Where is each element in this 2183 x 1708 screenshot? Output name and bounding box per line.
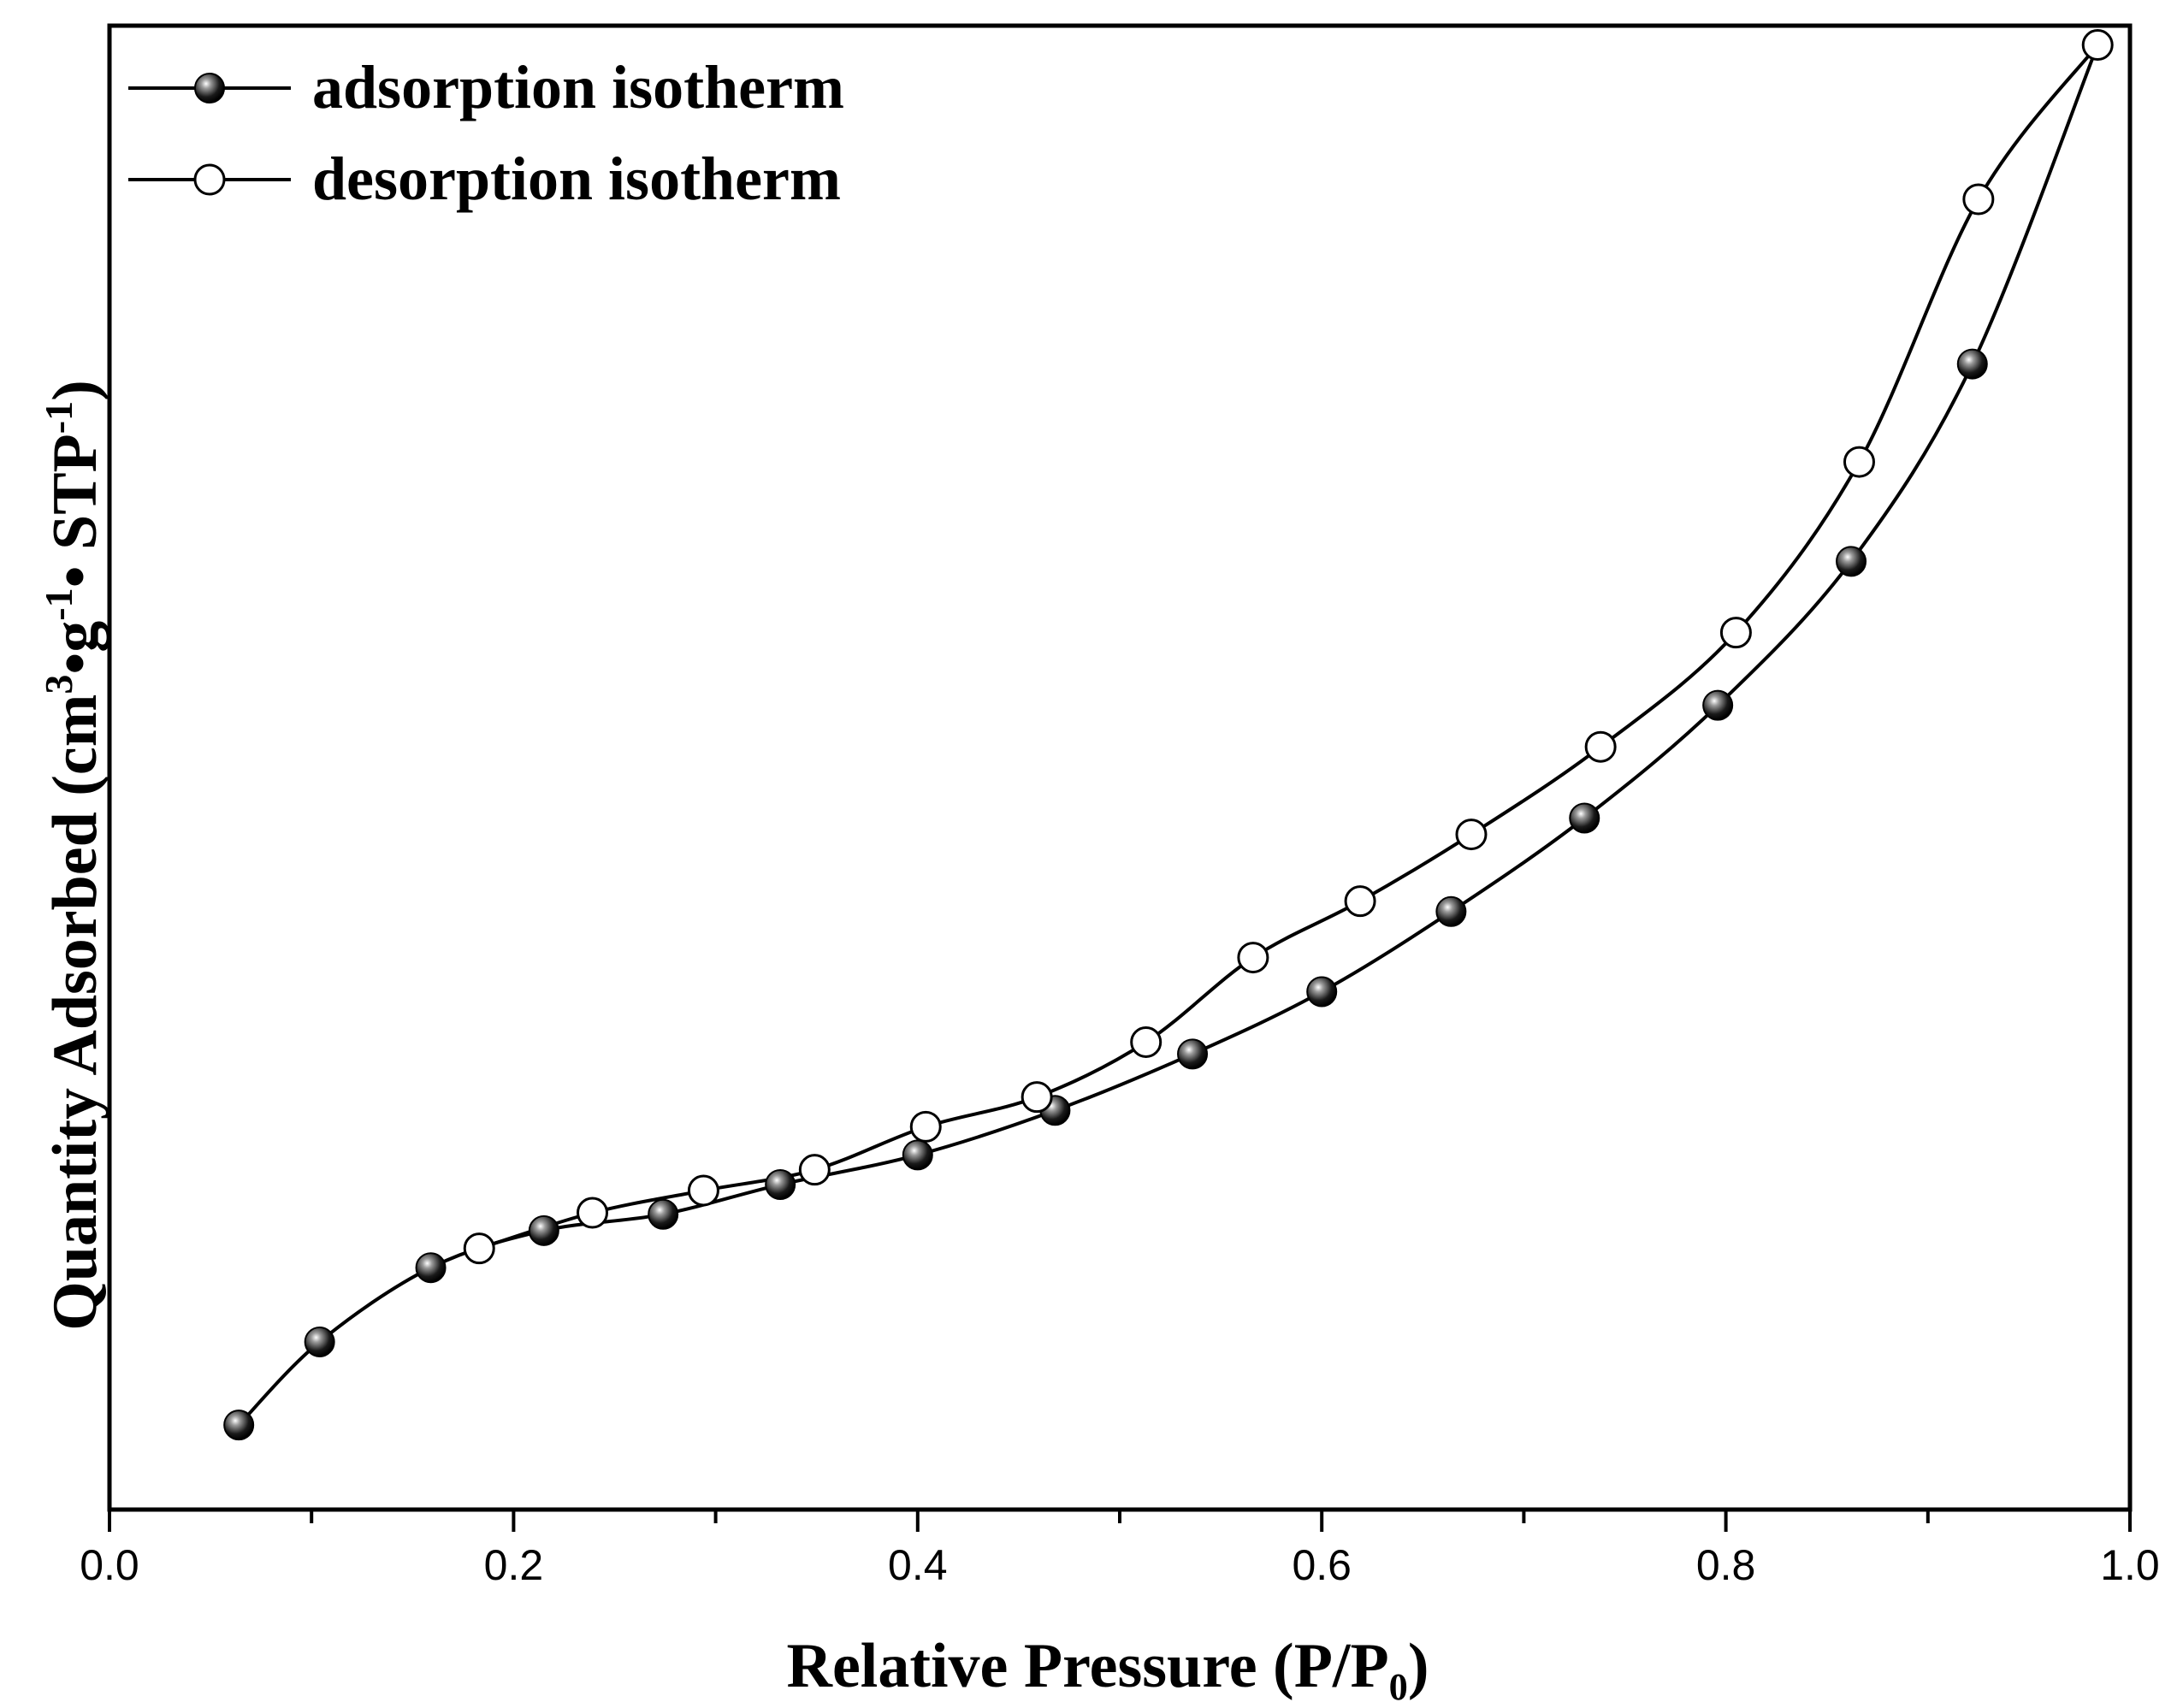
desorption-point <box>1021 1081 1053 1114</box>
desorption-point <box>1344 885 1376 918</box>
adsorption-point <box>1836 546 1867 577</box>
desorption-point <box>909 1110 942 1143</box>
adsorption-point <box>1435 895 1467 927</box>
x-axis-title: Relative Pressure (P/P₀) <box>787 1631 1429 1701</box>
desorption-point <box>1719 617 1752 649</box>
plot-border <box>107 23 2133 1512</box>
desorption-point <box>577 1197 609 1229</box>
desorption-curve <box>478 44 2099 1250</box>
legend-label-desorption: desorption isotherm <box>312 145 841 213</box>
desorption-point <box>798 1154 831 1186</box>
legend-label-adsorption: adsorption isotherm <box>312 53 844 121</box>
adsorption-point <box>528 1215 559 1246</box>
desorption-point <box>1584 730 1617 763</box>
y-axis-title-suffix: ) <box>40 380 110 401</box>
desorption-point <box>1237 942 1269 974</box>
legend-marker-adsorption <box>194 73 225 103</box>
adsorption-point <box>1569 802 1600 834</box>
legend-marker-desorption <box>193 163 226 196</box>
y-axis-title-mid2: • STP <box>40 434 110 588</box>
adsorption-point <box>765 1169 796 1201</box>
desorption-point <box>1843 446 1875 478</box>
adsorption-point <box>648 1198 679 1230</box>
adsorption-point <box>1956 348 1988 380</box>
desorption-point <box>687 1174 719 1207</box>
adsorption-point <box>415 1252 447 1284</box>
x-tick-label: 1.0 <box>2100 1541 2160 1589</box>
y-axis-title-sup2: -1 <box>37 588 80 620</box>
y-axis-title-sup3: -1 <box>37 401 80 434</box>
adsorption-point <box>304 1326 335 1357</box>
x-tick-label: 0.0 <box>80 1541 139 1589</box>
x-axis-ticks: 0.0 0.2 0.4 0.6 0.8 1.0 <box>80 1510 2160 1589</box>
y-axis-title-mid: •g <box>40 621 110 675</box>
desorption-point <box>463 1232 495 1265</box>
adsorption-point <box>1702 689 1734 721</box>
y-axis-title: Quantity Adsorbed (cm3•g-1• STP-1) <box>37 380 110 1331</box>
series-curves <box>237 44 2100 1427</box>
x-tick-label: 0.4 <box>888 1541 948 1589</box>
legend: adsorption isotherm desorption isotherm <box>128 53 844 213</box>
y-axis-title-group: Quantity Adsorbed (cm3•g-1• STP-1) <box>37 380 110 1331</box>
adsorption-point <box>223 1410 255 1441</box>
adsorption-point <box>1177 1038 1209 1070</box>
series-markers <box>223 29 2114 1441</box>
x-tick-label: 0.6 <box>1292 1541 1352 1589</box>
y-axis-title-prefix: Quantity Adsorbed (cm <box>40 694 110 1331</box>
desorption-point <box>2081 29 2114 62</box>
adsorption-point <box>902 1139 933 1171</box>
desorption-point <box>1130 1025 1162 1058</box>
adsorption-point <box>1306 976 1338 1008</box>
y-axis-title-sup1: 3 <box>37 675 80 694</box>
desorption-point <box>1962 183 1995 216</box>
plot-frame <box>107 23 2133 1512</box>
x-tick-label: 0.2 <box>484 1541 544 1589</box>
desorption-point <box>1455 819 1488 851</box>
adsorption-curve <box>237 44 2100 1427</box>
x-tick-label: 0.8 <box>1696 1541 1756 1589</box>
